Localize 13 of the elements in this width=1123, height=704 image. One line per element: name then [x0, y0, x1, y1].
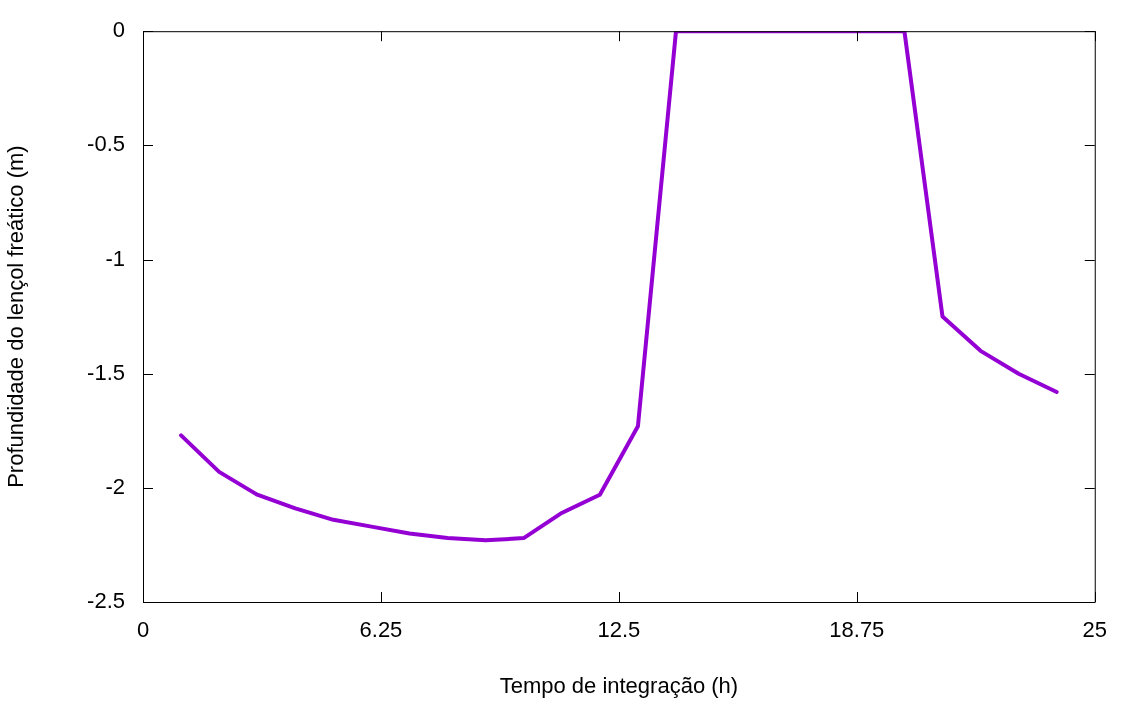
x-axis-title: Tempo de integração (h) — [499, 672, 739, 698]
x-tick-label: 0 — [136, 617, 150, 643]
y-tick-label: -1.5 — [87, 359, 125, 385]
y-tick-label: -0.5 — [87, 131, 125, 157]
y-tick-label: -2.5 — [87, 588, 125, 614]
y-tick-label: -2 — [105, 473, 125, 499]
y-tick-label: 0 — [112, 17, 125, 43]
x-tick-label: 18.75 — [829, 617, 885, 643]
x-tick-label: 6.25 — [359, 617, 403, 643]
x-tick-label: 12.5 — [597, 617, 641, 643]
y-tick-label: -1 — [105, 245, 125, 271]
x-tick-label: 25 — [1082, 617, 1108, 643]
y-axis-title: Profundidade do lençol freático (m) — [3, 145, 29, 488]
